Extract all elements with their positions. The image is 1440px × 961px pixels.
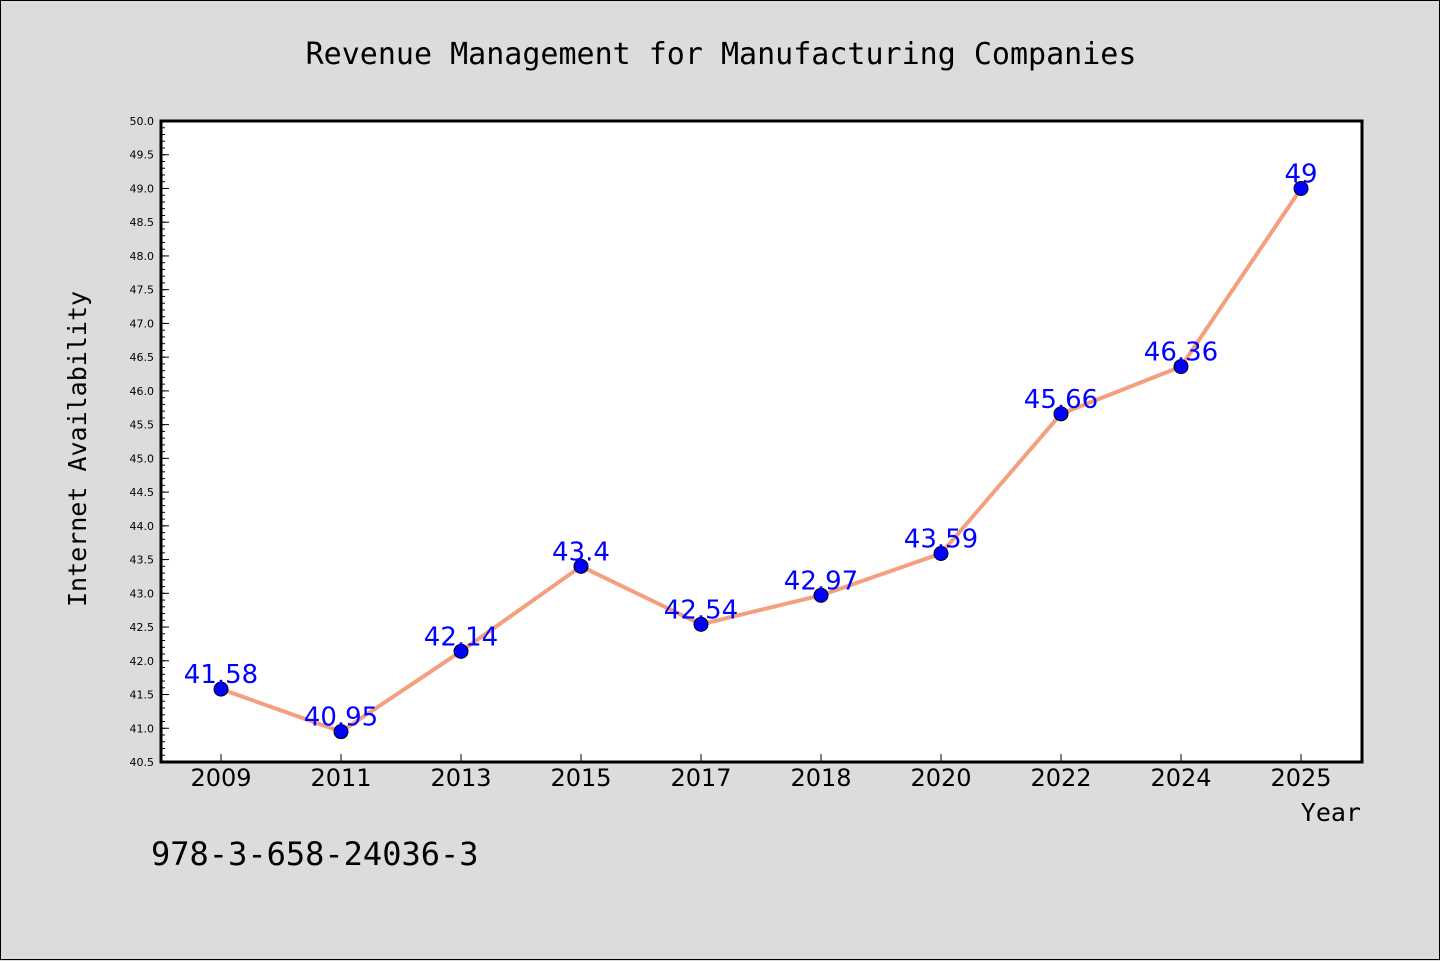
data-point xyxy=(813,587,829,603)
x-tick-label: 2009 xyxy=(190,764,251,792)
x-tick-label: 2013 xyxy=(430,764,491,792)
data-label: 42.54 xyxy=(664,595,738,625)
y-tick-label: 43.0 xyxy=(130,587,155,600)
data-label: 43.4 xyxy=(552,537,610,567)
data-label: 43.59 xyxy=(904,525,978,555)
data-point xyxy=(1053,406,1069,422)
data-point xyxy=(1293,180,1309,196)
data-point xyxy=(693,616,709,632)
plot-area xyxy=(161,121,1362,762)
data-label: 46.36 xyxy=(1144,338,1218,368)
data-point xyxy=(933,546,949,562)
data-labels: 41.58 40.95 42.14 43.4 42.54 42.97 43.59 45.66 4… xyxy=(184,159,1318,732)
x-tick-label: 2024 xyxy=(1150,764,1211,792)
plot-border xyxy=(159,119,1364,764)
data-markers xyxy=(213,180,1309,740)
y-tick-label: 46.0 xyxy=(130,385,155,398)
data-point xyxy=(453,643,469,659)
x-tick-label: 2011 xyxy=(310,764,371,792)
y-tick-label: 49.0 xyxy=(130,182,155,195)
x-tick-label: 2025 xyxy=(1270,764,1331,792)
y-tick-label: 48.0 xyxy=(130,250,155,263)
x-axis-ticks: 2009 2011 2013 2015 2017 2018 2020 2022 2024 2025 xyxy=(190,754,1332,792)
y-tick-label: 49.5 xyxy=(130,149,155,162)
y-tick-label: 42.5 xyxy=(130,621,155,634)
data-point xyxy=(573,558,589,574)
data-label: 41.58 xyxy=(184,660,258,690)
isbn-text: 978-3-658-24036-3 xyxy=(151,835,479,873)
y-tick-label: 45.0 xyxy=(130,452,155,465)
y-tick-label: 45.5 xyxy=(130,419,155,432)
x-tick-label: 2015 xyxy=(550,764,611,792)
data-point xyxy=(1173,359,1189,375)
y-tick-label: 43.5 xyxy=(130,554,155,567)
data-point xyxy=(213,681,229,697)
data-point xyxy=(333,724,349,740)
y-axis-ticks: 40.5 41.0 41.5 42.0 42.5 43.0 43.5 44.0 44.5 45.0… xyxy=(130,115,169,769)
y-tick-label: 40.5 xyxy=(130,756,155,769)
x-axis-label: Year xyxy=(1301,798,1361,827)
x-tick-label: 2018 xyxy=(790,764,851,792)
x-tick-label: 2022 xyxy=(1030,764,1091,792)
data-label: 40.95 xyxy=(304,703,378,733)
y-tick-label: 47.5 xyxy=(130,284,155,297)
y-tick-label: 50.0 xyxy=(130,115,155,128)
data-label: 49 xyxy=(1284,159,1317,189)
y-tick-label: 48.5 xyxy=(130,216,155,229)
y-tick-label: 46.5 xyxy=(130,351,155,364)
data-label: 42.97 xyxy=(784,566,858,596)
y-tick-label: 44.0 xyxy=(130,520,155,533)
y-tick-label: 42.0 xyxy=(130,655,155,668)
x-tick-label: 2020 xyxy=(910,764,971,792)
y-tick-label: 44.5 xyxy=(130,486,155,499)
data-label: 42.14 xyxy=(424,622,498,652)
chart-title: Revenue Management for Manufacturing Com… xyxy=(306,37,1137,72)
series-line xyxy=(220,187,1303,734)
x-tick-label: 2017 xyxy=(670,764,731,792)
y-tick-label: 41.0 xyxy=(130,722,155,735)
data-label: 45.66 xyxy=(1024,385,1098,415)
y-tick-label: 47.0 xyxy=(130,317,155,330)
y-tick-label: 41.5 xyxy=(130,689,155,702)
y-axis-label: Internet Availability xyxy=(63,291,92,607)
